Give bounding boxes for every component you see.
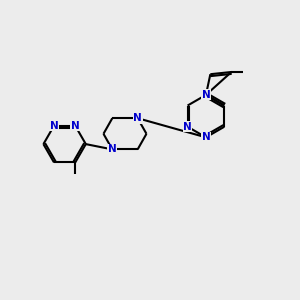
Text: N: N — [183, 122, 192, 132]
Text: N: N — [71, 121, 80, 131]
Text: N: N — [202, 90, 210, 100]
Text: N: N — [50, 121, 58, 131]
Text: N: N — [133, 113, 142, 123]
Text: N: N — [202, 132, 210, 142]
Text: N: N — [108, 144, 117, 154]
